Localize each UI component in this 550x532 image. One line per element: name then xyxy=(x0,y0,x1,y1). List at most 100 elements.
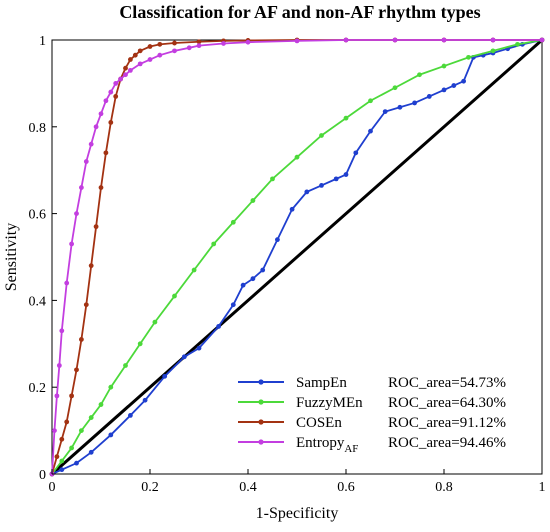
series-point xyxy=(74,367,79,373)
series-point xyxy=(343,115,349,121)
series-point xyxy=(59,436,65,442)
series-layer xyxy=(49,37,545,477)
series-point xyxy=(64,419,70,425)
series-point xyxy=(54,393,60,399)
reference-line xyxy=(51,38,543,476)
series-point xyxy=(221,41,226,46)
series-point xyxy=(113,94,119,99)
legend-label: COSEn xyxy=(296,415,342,431)
series-point xyxy=(127,67,133,73)
series-point xyxy=(343,37,349,43)
series-point xyxy=(54,454,60,460)
series-point xyxy=(230,219,236,225)
legend-swatch-marker xyxy=(258,419,264,425)
x-tick-label: 0.4 xyxy=(239,480,257,495)
y-tick-label: 1 xyxy=(39,34,46,49)
series-point xyxy=(157,41,163,47)
series-point xyxy=(441,37,447,43)
series-point xyxy=(441,63,447,69)
series-point xyxy=(88,449,94,455)
series-point xyxy=(137,341,143,347)
series-point xyxy=(83,302,89,308)
series-point xyxy=(79,428,84,433)
series-point xyxy=(137,61,143,67)
series-point xyxy=(108,89,114,95)
series-point xyxy=(304,189,310,195)
series-point xyxy=(426,94,432,99)
series-point xyxy=(275,237,280,243)
series-point xyxy=(108,120,114,125)
series-point xyxy=(397,104,403,110)
series-point xyxy=(147,57,153,62)
legend-item: COSEn ROC_area=91.12% xyxy=(238,415,506,431)
y-axis-label: Sensitivity xyxy=(3,223,20,291)
series-point xyxy=(88,415,94,420)
series-point xyxy=(240,282,246,288)
series-point xyxy=(132,52,138,58)
series-point xyxy=(466,54,471,60)
series-point xyxy=(353,150,359,156)
series-point xyxy=(382,109,388,115)
series-point xyxy=(191,267,197,273)
legend-roc-area: ROC_area=54.73% xyxy=(388,375,506,391)
x-axis-label: 1-Specificity xyxy=(256,505,339,522)
series-point xyxy=(69,445,74,451)
series-point xyxy=(211,241,217,247)
legend-item: EntropyAF ROC_area=94.46% xyxy=(238,435,506,455)
series-point xyxy=(319,182,324,188)
series-point xyxy=(88,263,94,269)
series-point xyxy=(333,176,339,182)
legend-swatch-marker xyxy=(258,439,264,445)
series-point xyxy=(59,467,65,473)
series-point xyxy=(118,76,123,82)
y-tick-label: 0 xyxy=(39,468,46,483)
series-point xyxy=(250,276,256,282)
y-tick-label: 0.8 xyxy=(29,121,47,136)
series-point xyxy=(294,154,300,160)
series-point xyxy=(157,52,163,58)
legend: SampEn ROC_area=54.73% FuzzyMEn ROC_area=64… xyxy=(238,375,506,455)
x-tick-label: 0.2 xyxy=(141,480,159,495)
series-point xyxy=(79,185,84,190)
legend-label: SampEn xyxy=(296,375,347,391)
x-tick-label: 0.8 xyxy=(435,480,453,495)
series-point xyxy=(69,393,74,399)
series-point xyxy=(181,354,187,360)
series-point xyxy=(123,65,128,71)
series-point xyxy=(294,38,300,44)
y-tick-label: 0.2 xyxy=(29,381,47,396)
legend-item: FuzzyMEn ROC_area=64.30% xyxy=(238,395,506,411)
series-point xyxy=(461,78,466,84)
series-point xyxy=(196,39,202,45)
series-point xyxy=(142,397,148,403)
series-point xyxy=(127,57,133,62)
x-axis-ticks: 0 0.2 0.4 0.6 0.8 1 xyxy=(49,469,546,495)
series-point xyxy=(270,176,275,182)
series-point xyxy=(74,211,79,217)
series-point xyxy=(83,159,89,164)
series-point xyxy=(113,81,119,86)
series-point xyxy=(515,41,520,47)
series-point xyxy=(162,373,168,379)
series-point xyxy=(172,48,177,54)
y-tick-label: 0.4 xyxy=(29,294,47,309)
series-point xyxy=(98,402,104,407)
series-point xyxy=(451,83,457,88)
legend-roc-area: ROC_area=64.30% xyxy=(388,395,506,411)
series-point xyxy=(52,428,57,433)
x-tick-label: 1 xyxy=(539,480,546,495)
y-axis-ticks: 0 0.2 0.4 0.6 0.8 1 xyxy=(29,34,57,483)
series-point xyxy=(56,363,62,368)
series-point xyxy=(196,43,202,49)
series-point xyxy=(137,48,143,54)
legend-swatch-marker xyxy=(258,379,264,385)
x-tick-label: 0 xyxy=(49,480,56,495)
series-point xyxy=(368,128,373,134)
series-point xyxy=(172,40,177,46)
series-point xyxy=(98,111,104,117)
series-point xyxy=(98,185,104,190)
chart-title: Classification for AF and non-AF rhythm … xyxy=(119,2,480,22)
series-point xyxy=(59,458,65,464)
y-tick-label: 0.6 xyxy=(29,208,47,223)
series-point xyxy=(260,267,266,273)
